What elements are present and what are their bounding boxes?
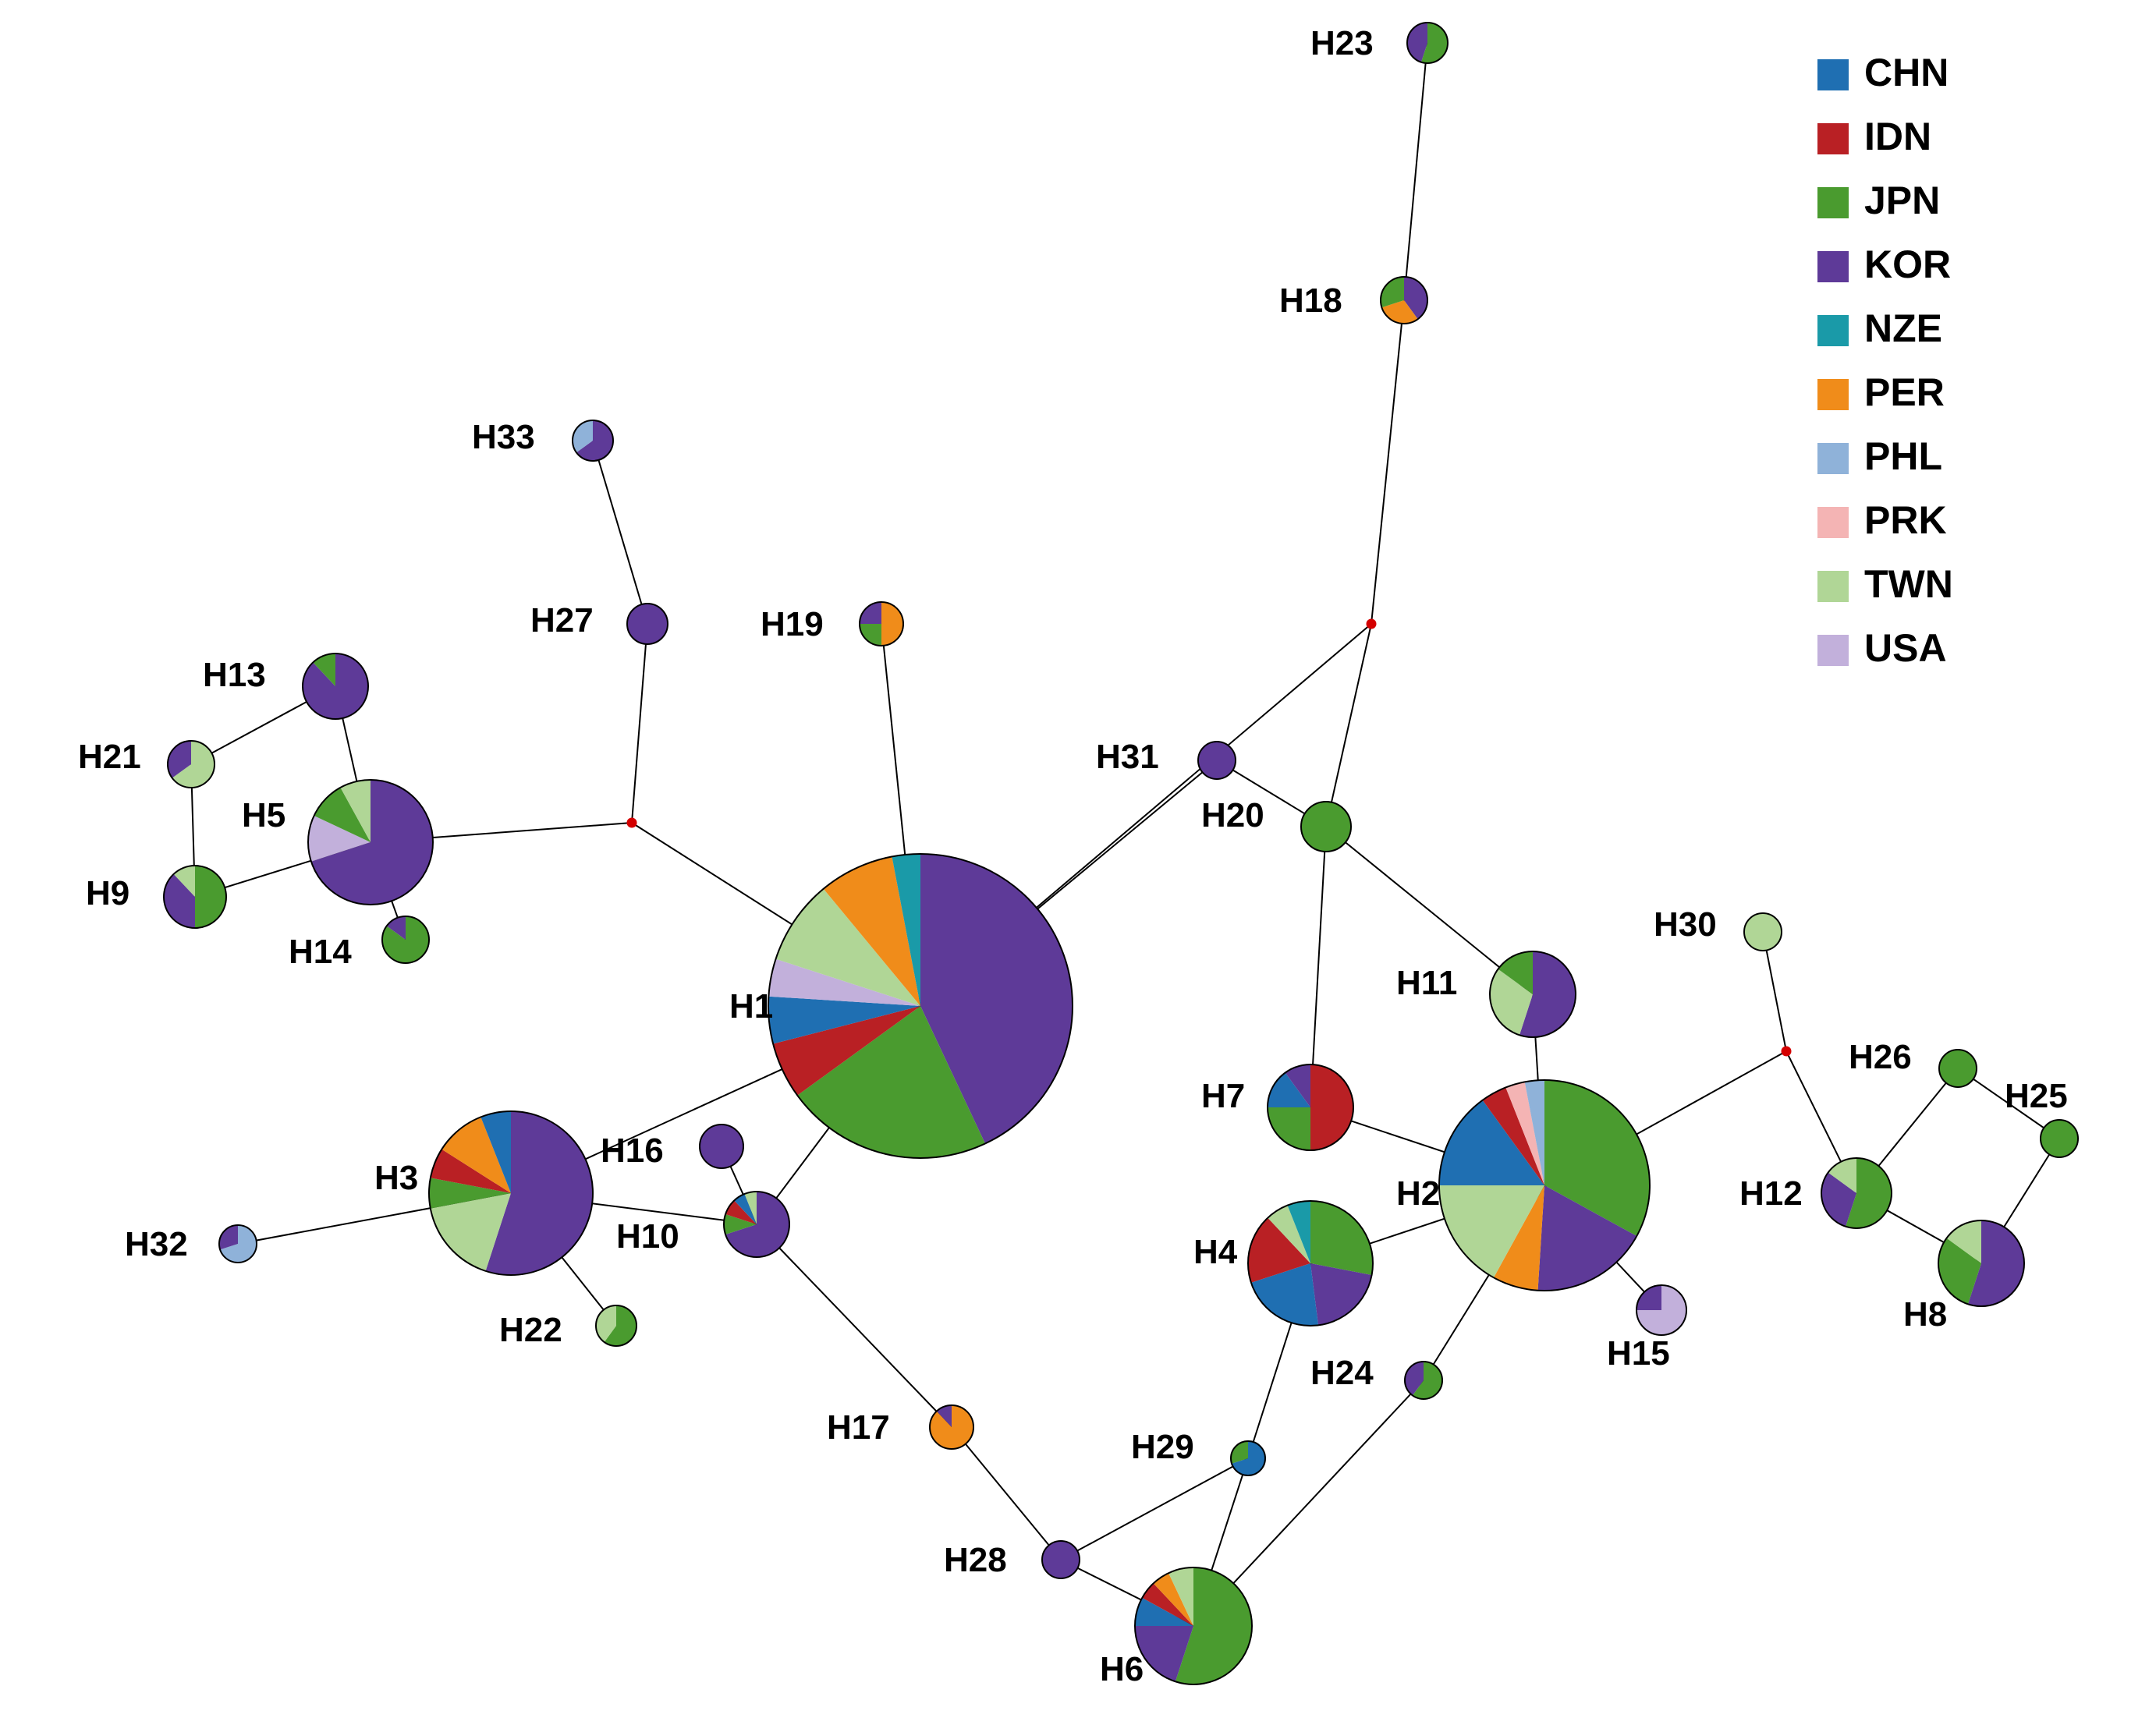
node-H28 [1042,1541,1080,1578]
node-H32 [219,1225,257,1263]
legend-label-PRK: PRK [1864,498,1947,542]
label-H23: H23 [1310,24,1374,62]
label-H16: H16 [601,1132,664,1170]
node-H9 [164,866,226,928]
label-H3: H3 [374,1159,418,1197]
node-H30 [1744,913,1782,951]
legend-label-TWN: TWN [1864,562,1953,606]
label-H27: H27 [530,601,594,639]
node-H4 [1248,1201,1373,1326]
legend-label-NZE: NZE [1864,306,1942,350]
legend-swatch-PRK [1817,507,1849,538]
label-H26: H26 [1849,1038,1912,1076]
legend-swatch-PHL [1817,443,1849,474]
label-H31: H31 [1096,738,1159,776]
node-H15 [1637,1285,1686,1335]
label-H30: H30 [1654,905,1717,944]
node-H24 [1405,1362,1442,1399]
label-H33: H33 [472,418,535,456]
label-H19: H19 [761,605,824,643]
legend-label-PER: PER [1864,370,1945,414]
node-H13 [303,654,368,719]
node-H10 [724,1192,789,1257]
slice-H27-KOR [627,604,668,644]
label-H2: H2 [1396,1174,1440,1213]
label-H32: H32 [125,1225,188,1263]
label-H14: H14 [289,933,352,971]
median-m2 [1367,619,1376,629]
slice-H26-JPN [1939,1050,1977,1087]
node-H6 [1135,1567,1252,1684]
node-H16 [700,1125,743,1168]
node-H26 [1939,1050,1977,1087]
node-H14 [382,916,429,963]
legend-swatch-NZE [1817,315,1849,346]
label-H12: H12 [1739,1174,1803,1213]
legend-label-USA: USA [1864,626,1947,670]
node-H21 [168,741,215,788]
haplotype-network: H1 H2 H3 H4 H5 H6 H7 H8 H9 H10 H11 H12 H13 H14 H15 H16 H… [0,0,2156,1725]
node-H23 [1407,23,1448,63]
label-H24: H24 [1310,1354,1374,1392]
legend-swatch-CHN [1817,59,1849,90]
label-H18: H18 [1279,282,1342,320]
node-H29 [1231,1441,1265,1475]
label-H1: H1 [729,987,773,1025]
node-H7 [1268,1064,1353,1150]
label-H20: H20 [1201,796,1264,834]
slice-H16-KOR [700,1125,743,1168]
legend-label-CHN: CHN [1864,51,1949,94]
slice-H30-TWN [1744,913,1782,951]
node-H8 [1938,1220,2024,1306]
node-H1 [768,854,1073,1158]
node-H12 [1821,1158,1892,1228]
node-H11 [1490,951,1576,1037]
legend-swatch-PER [1817,379,1849,410]
node-H5 [308,780,433,905]
legend-swatch-IDN [1817,123,1849,154]
label-H8: H8 [1903,1295,1947,1334]
node-H20 [1301,802,1351,852]
node-H17 [930,1405,973,1449]
label-H29: H29 [1131,1428,1194,1466]
label-H15: H15 [1607,1334,1670,1373]
slice-H25-JPN [2041,1120,2078,1157]
legend-label-PHL: PHL [1864,434,1942,478]
label-H9: H9 [86,874,129,912]
legend-swatch-KOR [1817,251,1849,282]
legend-label-JPN: JPN [1864,179,1940,222]
label-H13: H13 [203,656,266,694]
node-H19 [860,602,903,646]
node-H3 [429,1111,593,1275]
label-H10: H10 [616,1217,679,1256]
median-m3 [1782,1047,1791,1056]
median-m1 [627,818,637,827]
label-H4: H4 [1193,1233,1238,1271]
node-H31 [1198,742,1236,779]
node-H2 [1439,1080,1650,1291]
label-H22: H22 [499,1311,562,1349]
legend-label-IDN: IDN [1864,115,1931,158]
legend-label-KOR: KOR [1864,243,1951,286]
label-H21: H21 [78,738,141,776]
node-H27 [627,604,668,644]
label-H25: H25 [2005,1077,2068,1115]
slice-H28-KOR [1042,1541,1080,1578]
node-H33 [573,420,613,461]
label-H11: H11 [1396,964,1457,1002]
node-H18 [1381,277,1427,324]
label-H6: H6 [1100,1650,1144,1688]
legend-swatch-TWN [1817,571,1849,602]
legend-swatch-USA [1817,635,1849,666]
slice-H20-JPN [1301,802,1351,852]
node-H25 [2041,1120,2078,1157]
label-H28: H28 [944,1541,1007,1579]
slice-H31-KOR [1198,742,1236,779]
label-H17: H17 [827,1408,890,1447]
label-H5: H5 [242,796,285,834]
node-H22 [596,1305,637,1346]
legend-swatch-JPN [1817,187,1849,218]
label-H7: H7 [1201,1077,1245,1115]
